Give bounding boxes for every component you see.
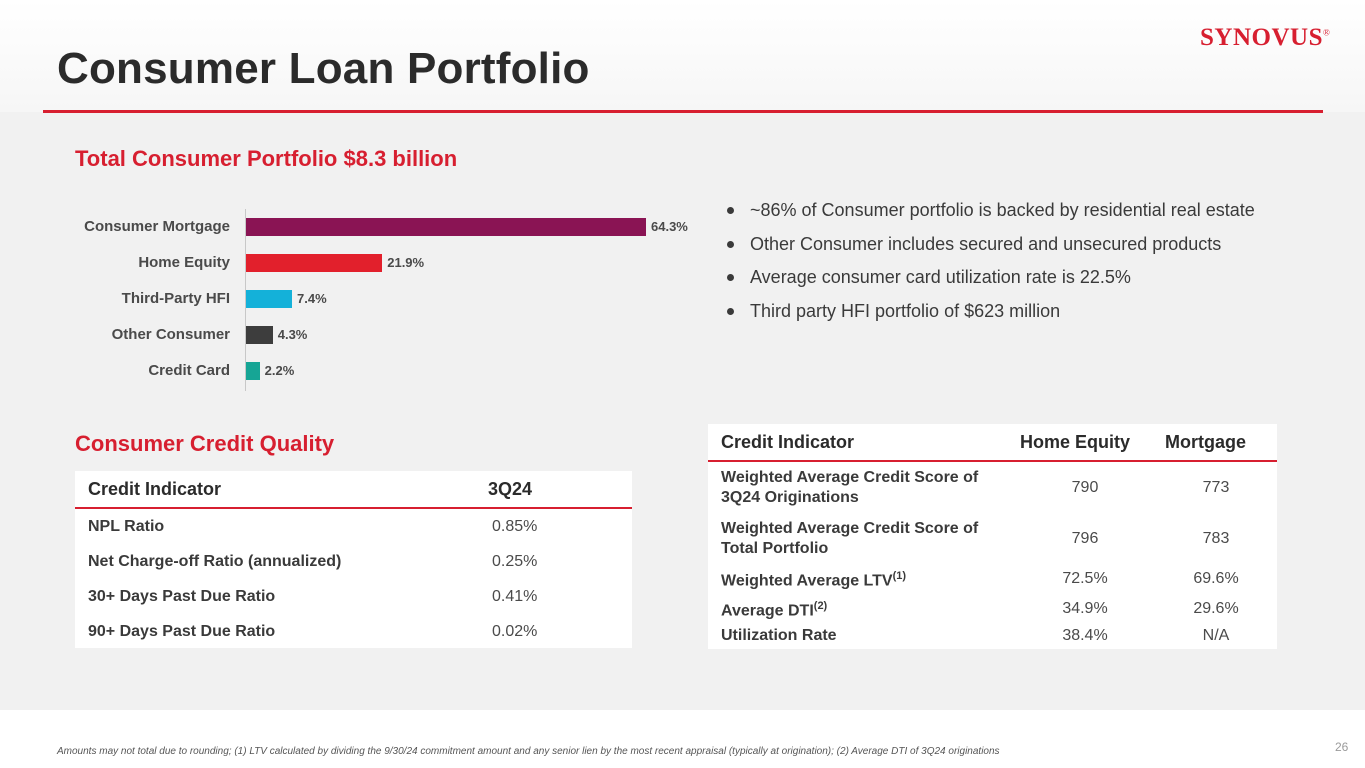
bullet-item: Third party HFI portfolio of $623 millio… xyxy=(725,299,1325,333)
home-equity-value: 38.4% xyxy=(1062,627,1108,644)
mortgage-value: 783 xyxy=(1202,530,1230,547)
credit-indicator-table: Credit Indicator Home Equity Mortgage We… xyxy=(708,424,1277,649)
table-row: Weighted Average LTV(1) 72.5% 69.6% xyxy=(708,564,1277,594)
table-header-row: Credit Indicator Home Equity Mortgage xyxy=(708,424,1277,462)
row-label: Net Charge-off Ratio (annualized) xyxy=(88,552,342,570)
home-equity-value: 796 xyxy=(1071,530,1099,547)
row-label-text: Weighted Average Credit Score of 3Q24 Or… xyxy=(721,469,979,506)
chart-axis-line xyxy=(245,209,246,391)
row-value: 0.02% xyxy=(492,622,538,640)
mortgage-value: N/A xyxy=(1202,627,1230,644)
table-row: Utilization Rate 38.4% N/A xyxy=(708,623,1277,649)
category-label: Third-Party HFI xyxy=(121,290,230,307)
footnote-ref: (2) xyxy=(813,599,828,612)
category-label: Home Equity xyxy=(138,254,230,271)
table-row: Average DTI(2) 34.9% 29.6% xyxy=(708,594,1277,623)
data-label: 64.3% xyxy=(651,219,688,234)
bar-consumer-mortgage xyxy=(246,218,646,236)
table-row: Weighted Average Credit Score of Total P… xyxy=(708,514,1277,564)
row-label: Weighted Average LTV(1) xyxy=(721,566,1011,591)
table-row: NPL Ratio 0.85% xyxy=(75,509,632,544)
logo-text: SYNOVUS xyxy=(1200,24,1323,51)
header-band xyxy=(0,0,1365,112)
footnote: Amounts may not total due to rounding; (… xyxy=(57,746,1000,757)
data-label: 2.2% xyxy=(264,363,295,378)
home-equity-value: 790 xyxy=(1071,479,1099,496)
row-label: Average DTI(2) xyxy=(721,596,1011,621)
title-divider xyxy=(43,110,1323,113)
column-header: 3Q24 xyxy=(488,478,533,499)
credit-quality-table: Credit Indicator 3Q24 NPL Ratio 0.85% Net … xyxy=(75,471,632,648)
column-header: Mortgage xyxy=(1165,431,1246,452)
data-label: 21.9% xyxy=(387,255,425,270)
column-header: Credit Indicator xyxy=(88,478,222,499)
bar-third-party-hfi xyxy=(246,290,293,308)
row-label-text: Weighted Average Credit Score of Total P… xyxy=(721,520,979,557)
column-header: Home Equity xyxy=(1020,431,1131,452)
bar-home-equity xyxy=(246,254,383,272)
category-label: Consumer Mortgage xyxy=(84,218,230,235)
data-label: 7.4% xyxy=(297,291,327,306)
portfolio-notes: ~86% of Consumer portfolio is backed by … xyxy=(725,198,1325,332)
mortgage-value: 29.6% xyxy=(1193,599,1239,617)
row-label: Utilization Rate xyxy=(721,626,1011,646)
portfolio-title: Total Consumer Portfolio $8.3 billion xyxy=(75,146,458,171)
data-label: 4.3% xyxy=(277,327,308,342)
bullet-item: Other Consumer includes secured and unse… xyxy=(725,232,1325,266)
table-row: Net Charge-off Ratio (annualized) 0.25% xyxy=(75,544,632,579)
footnote-ref: (1) xyxy=(892,570,907,583)
registered-mark: ® xyxy=(1322,27,1331,38)
home-equity-value: 72.5% xyxy=(1062,570,1108,587)
category-label: Other Consumer xyxy=(111,326,230,343)
row-value: 0.25% xyxy=(492,552,538,570)
table-row: Weighted Average Credit Score of 3Q24 Or… xyxy=(708,462,1277,514)
bullet-item: ~86% of Consumer portfolio is backed by … xyxy=(725,198,1325,232)
bar-credit-card xyxy=(246,362,260,380)
table-row: 30+ Days Past Due Ratio 0.41% xyxy=(75,579,632,614)
row-label-text: Weighted Average LTV xyxy=(721,572,893,590)
home-equity-value: 34.9% xyxy=(1062,599,1108,617)
row-label: NPL Ratio xyxy=(88,517,165,535)
bar-other-consumer xyxy=(246,326,273,344)
category-label: Credit Card xyxy=(148,362,230,379)
column-header: Credit Indicator xyxy=(721,431,855,452)
row-label: Weighted Average Credit Score of 3Q24 Or… xyxy=(721,468,1011,508)
page-number: 26 xyxy=(1335,740,1349,754)
row-label: 90+ Days Past Due Ratio xyxy=(88,622,276,640)
mortgage-value: 69.6% xyxy=(1193,570,1239,587)
table-row: 90+ Days Past Due Ratio 0.02% xyxy=(75,614,632,649)
row-label-text: Utilization Rate xyxy=(721,627,837,644)
row-label: 30+ Days Past Due Ratio xyxy=(88,587,276,605)
page-title: Consumer Loan Portfolio xyxy=(57,44,590,93)
synovus-logo: SYNOVUS® xyxy=(1200,24,1330,52)
row-label: Weighted Average Credit Score of Total P… xyxy=(721,519,1011,559)
bullet-item: Average consumer card utilization rate i… xyxy=(725,265,1325,299)
row-value: 0.41% xyxy=(492,587,538,605)
credit-quality-title: Consumer Credit Quality xyxy=(75,431,335,456)
mortgage-value: 773 xyxy=(1202,479,1230,496)
footer-band xyxy=(0,710,1365,768)
table-header-row: Credit Indicator 3Q24 xyxy=(75,471,632,509)
row-value: 0.85% xyxy=(492,517,538,535)
row-label-text: Average DTI xyxy=(721,602,814,620)
portfolio-bar-chart: Consumer Mortgage 64.3% Home Equity 21.9% Th… xyxy=(60,205,688,395)
